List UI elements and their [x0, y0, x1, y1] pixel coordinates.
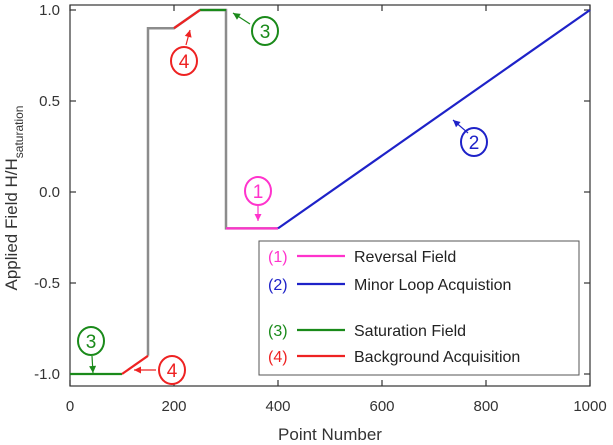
y-tick-label: 0.0 [39, 184, 60, 201]
legend-item: (2) Minor Loop Acquistion [268, 277, 511, 294]
series-group [70, 8, 591, 376]
x-tick-label: 400 [265, 398, 290, 415]
annotation-arrowhead [184, 30, 192, 38]
annotation-circle [251, 16, 279, 46]
legend-item: (3) Saturation Field [268, 323, 466, 340]
annotation-number: 1 [253, 182, 264, 203]
y-axis-label: Applied Field H/Hsaturation [2, 106, 26, 291]
annotation-arrowhead [89, 365, 97, 373]
annotation-4: 4 [134, 355, 186, 385]
annotation-circle [244, 176, 272, 206]
legend-label: Background Acquisition [354, 349, 520, 366]
annotation-4: 4 [170, 29, 198, 76]
annotation-circle [158, 355, 186, 385]
y-axis-label-main: Applied Field H/H [2, 158, 21, 290]
annotation-circle [170, 46, 198, 76]
legend-number: (3) [268, 323, 288, 340]
annotation-1: 1 [244, 176, 272, 221]
annotation-arrowhead [453, 120, 461, 128]
legend-item: (4) Background Acquisition [268, 349, 520, 366]
legend-number: (2) [268, 277, 288, 294]
legend-number: (4) [268, 349, 288, 366]
annotation-3: 3 [77, 326, 105, 374]
x-tick-label: 200 [161, 398, 186, 415]
y-tick-label: -1.0 [34, 366, 60, 383]
y-tick-label: 0.5 [39, 93, 60, 110]
annotation-number: 2 [469, 133, 480, 154]
annotation-number: 3 [86, 332, 97, 353]
x-tick-label: 1000 [573, 398, 606, 415]
legend: (1) Reversal Field (2) Minor Loop Acquistio… [258, 240, 580, 376]
series-line-s4a [121, 354, 149, 375]
annotation-arrowhead [134, 366, 141, 374]
legend-number: (1) [268, 249, 288, 266]
annotation-circle [460, 127, 488, 157]
legend-label: Reversal Field [354, 249, 456, 266]
y-tick-label: 1.0 [39, 2, 60, 19]
legend-box [258, 240, 580, 376]
plot-frame [69, 4, 591, 387]
annotation-2: 2 [452, 119, 488, 157]
x-tick-label: 600 [369, 398, 394, 415]
annotation-3: 3 [232, 12, 279, 46]
annotation-number: 4 [167, 361, 178, 382]
x-tick-label: 800 [473, 398, 498, 415]
annotation-number: 4 [179, 52, 190, 73]
y-tick-label: -0.5 [34, 275, 60, 292]
legend-item: (1) Reversal Field [268, 249, 456, 266]
annotation-number: 3 [260, 22, 271, 43]
legend-label: Minor Loop Acquistion [354, 277, 511, 294]
annotations: 3 4 1 2 3 4 [77, 12, 488, 385]
series-line-s4b [173, 9, 201, 30]
annotation-arrowhead [233, 13, 241, 20]
series-line-s2 [277, 9, 591, 230]
annotation-circle [77, 326, 105, 356]
x-axis-label: Point Number [278, 425, 382, 444]
x-tick-label: 0 [66, 398, 74, 415]
y-axis-label-sub: saturation [12, 106, 26, 159]
legend-label: Saturation Field [354, 323, 466, 340]
annotation-arrowhead [254, 214, 262, 221]
axis-ticks: 0 200 400 600 800 1000 1.0 0.5 0.0 -0.5 -1.0 [34, 2, 607, 415]
